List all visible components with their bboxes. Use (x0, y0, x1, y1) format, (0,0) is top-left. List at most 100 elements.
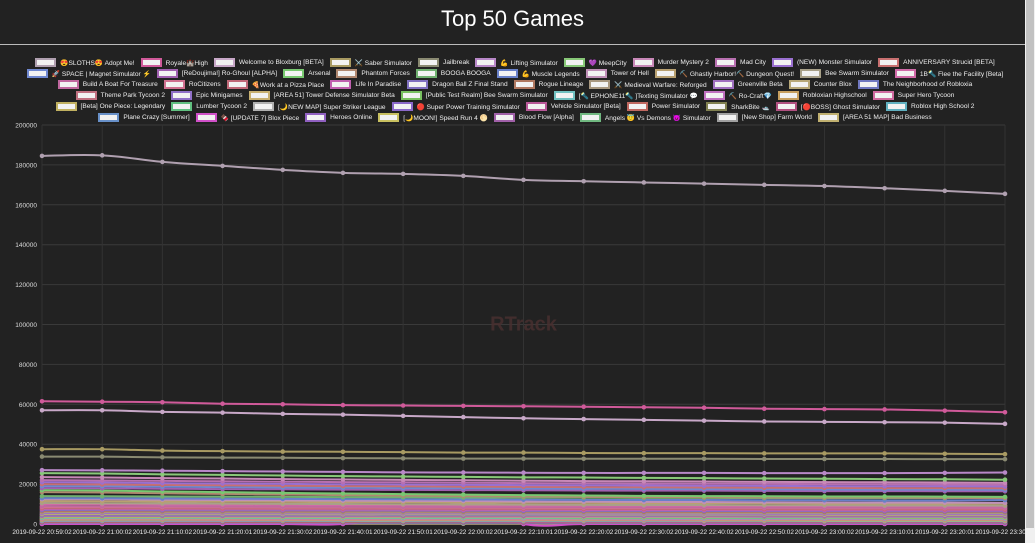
data-point[interactable] (761, 470, 767, 476)
data-point[interactable] (822, 456, 827, 462)
legend-item[interactable]: ⛏️ Ghastly Harbor!⛏️ Dungeon Quest! (654, 69, 794, 78)
data-point[interactable] (641, 417, 647, 423)
legend-item[interactable]: Rogue Lineage (513, 80, 583, 89)
data-point[interactable] (761, 406, 767, 411)
data-point[interactable] (942, 188, 948, 194)
legend-item[interactable]: Phantom Forces (336, 69, 410, 78)
legend-item[interactable]: 💪 Muscle Legends (496, 69, 580, 78)
data-point[interactable] (822, 476, 827, 482)
data-point[interactable] (581, 475, 586, 480)
data-point[interactable] (160, 409, 165, 415)
data-point[interactable] (882, 470, 887, 476)
data-point[interactable] (160, 400, 165, 405)
data-point[interactable] (701, 493, 707, 499)
data-point[interactable] (882, 451, 887, 456)
legend-item[interactable]: Super Hero Tycoon (872, 91, 954, 100)
data-point[interactable] (701, 475, 707, 481)
data-point[interactable] (39, 153, 45, 159)
data-point[interactable] (461, 414, 466, 420)
legend-item[interactable]: Welcome to Bloxburg [BETA] (213, 58, 324, 67)
legend-item[interactable]: [Public Test Realm] Bee Swarm Simulator (400, 91, 548, 100)
data-point[interactable] (521, 415, 526, 421)
data-point[interactable] (160, 494, 165, 499)
legend-item[interactable]: Blood Flow [Alpha] (493, 113, 574, 122)
legend-item[interactable]: [New Shop] Farm World (716, 113, 812, 122)
data-point[interactable] (340, 449, 346, 455)
data-point[interactable] (1002, 409, 1008, 415)
data-point[interactable] (521, 450, 526, 455)
data-point[interactable] (39, 407, 45, 413)
data-point[interactable] (581, 478, 586, 484)
data-point[interactable] (942, 494, 948, 499)
data-point[interactable] (641, 456, 647, 462)
data-point[interactable] (99, 471, 105, 476)
data-point[interactable] (160, 455, 165, 460)
data-point[interactable] (701, 470, 707, 476)
legend-item[interactable]: Plane Crazy [Summer] (98, 113, 190, 122)
data-point[interactable] (220, 401, 225, 407)
data-point[interactable] (461, 450, 466, 455)
data-point[interactable] (761, 476, 767, 481)
data-point[interactable] (1002, 480, 1008, 486)
data-point[interactable] (701, 456, 707, 462)
data-point[interactable] (641, 479, 647, 484)
legend-item[interactable]: Bee Swarm Simulator (800, 69, 889, 78)
data-point[interactable] (39, 446, 45, 452)
data-point[interactable] (461, 403, 466, 409)
legend-item[interactable]: ⚔️ Saber Simulator (329, 58, 412, 67)
data-point[interactable] (701, 479, 707, 484)
legend-item[interactable]: Greenville Beta (712, 80, 783, 89)
legend-item[interactable]: Lumber Tycoon 2 (171, 102, 247, 111)
data-point[interactable] (220, 448, 225, 454)
legend-item[interactable]: Robloxian Highschool (777, 91, 867, 100)
data-point[interactable] (942, 480, 948, 485)
data-point[interactable] (160, 472, 165, 477)
legend-item[interactable]: Build A Boat For Treasure (57, 80, 158, 89)
data-point[interactable] (39, 474, 45, 480)
legend-item[interactable]: 💜 MeepCity (563, 58, 627, 67)
data-point[interactable] (521, 475, 526, 480)
legend-item[interactable]: Roblox High School 2 (886, 102, 974, 111)
data-point[interactable] (761, 419, 767, 424)
data-point[interactable] (822, 451, 827, 456)
data-point[interactable] (99, 153, 105, 158)
data-point[interactable] (882, 407, 887, 412)
data-point[interactable] (761, 182, 767, 188)
legend-item[interactable]: [AREA 51 MAP] Bad Business (817, 113, 932, 122)
data-point[interactable] (39, 467, 45, 473)
data-point[interactable] (99, 468, 105, 473)
legend-item[interactable]: 🚀 SPACE | Magnet Simulator ⚡ (26, 69, 151, 78)
data-point[interactable] (461, 456, 466, 461)
data-point[interactable] (340, 473, 346, 479)
legend-item[interactable]: Vehicle Simulator [Beta] (525, 102, 621, 111)
data-point[interactable] (521, 478, 526, 484)
data-point[interactable] (882, 480, 887, 485)
legend-item[interactable]: 🍫 [UPDATE 7] Blox Piece (195, 113, 299, 122)
data-point[interactable] (99, 399, 105, 405)
legend-item[interactable]: [🌙MOON!] Speed Run 4 🌕 (378, 113, 488, 122)
data-point[interactable] (942, 456, 948, 462)
data-point[interactable] (280, 411, 286, 417)
legend-item[interactable]: 1B🔦 Flee the Facility [Beta] (894, 69, 1003, 78)
data-point[interactable] (400, 449, 406, 455)
legend-item[interactable]: ⛏️ Ro-Craft💎 (703, 91, 772, 100)
data-point[interactable] (99, 493, 105, 499)
scrollbar[interactable] (1025, 0, 1035, 543)
legend-item[interactable]: Epic Minigames (171, 91, 243, 100)
data-point[interactable] (280, 469, 286, 474)
data-point[interactable] (400, 470, 406, 475)
data-point[interactable] (701, 418, 707, 423)
data-point[interactable] (280, 449, 286, 454)
data-point[interactable] (461, 474, 466, 480)
data-point[interactable] (822, 406, 827, 412)
data-point[interactable] (461, 478, 466, 483)
data-point[interactable] (220, 476, 225, 481)
data-point[interactable] (641, 180, 647, 185)
legend-item[interactable]: [🔴BOSS] Ghost Simulator (775, 102, 880, 111)
data-point[interactable] (882, 456, 887, 462)
data-point[interactable] (581, 450, 586, 456)
data-point[interactable] (99, 475, 105, 480)
scrollbar-thumb[interactable] (1026, 0, 1034, 528)
legend-item[interactable]: Murder Mystery 2 (632, 58, 709, 67)
data-point[interactable] (160, 159, 165, 165)
